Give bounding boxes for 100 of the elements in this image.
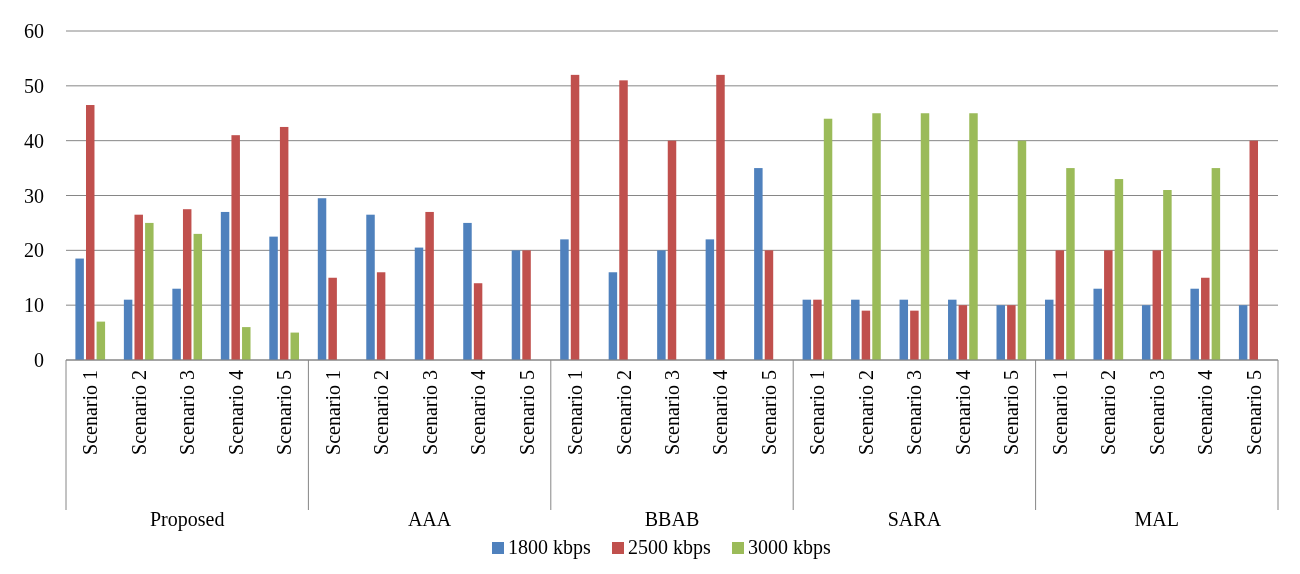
bar: [1249, 140, 1258, 360]
bar: [1017, 140, 1027, 360]
bar: [242, 327, 251, 360]
legend-label: 3000 kbps: [748, 536, 831, 559]
x-tick-label: Scenario 2: [127, 370, 150, 455]
x-tick-label: Scenario 4: [467, 370, 490, 455]
bar: [1055, 250, 1065, 360]
bar: [414, 247, 424, 360]
x-tick-label: Scenario 3: [661, 370, 683, 455]
y-tick-label: 20: [24, 239, 44, 262]
bar: [570, 74, 580, 360]
x-tick-label: Scenario 4: [224, 370, 247, 455]
x-tick-label: Scenario 1: [1048, 370, 1071, 455]
bar: [317, 198, 327, 360]
bar: [172, 288, 181, 360]
bar: [920, 113, 930, 360]
x-tick-label: Scenario 5: [757, 370, 780, 455]
bar: [802, 299, 812, 360]
bar: [1238, 305, 1248, 360]
bar: [969, 113, 978, 360]
bar: [366, 214, 375, 360]
bar: [657, 250, 666, 360]
bar: [861, 310, 871, 360]
bar: [754, 168, 763, 360]
legend-label: 2500 kbps: [628, 536, 711, 559]
bar: [1163, 190, 1172, 360]
bar: [608, 272, 618, 360]
x-tick-label: Scenario 1: [79, 370, 102, 455]
x-tick-label: Scenario 3: [903, 370, 926, 455]
text: AAA: [407, 508, 452, 530]
bar: [619, 80, 628, 360]
x-tick-label: Scenario 1: [321, 370, 344, 455]
bar: [851, 299, 860, 360]
bar: [134, 214, 143, 360]
bar: [958, 305, 968, 360]
bar: [1114, 179, 1124, 360]
bar: [231, 135, 240, 360]
x-tick-label: Scenario 4: [951, 370, 974, 455]
bar: [473, 283, 483, 360]
bar: [96, 321, 106, 360]
bar: [910, 310, 919, 360]
bar: [813, 299, 822, 360]
bar: [1190, 288, 1199, 360]
bar: [716, 74, 725, 360]
x-tick-label: Scenario 4: [709, 370, 732, 455]
bar: [376, 272, 386, 360]
bar: [948, 299, 957, 360]
x-tick-label: Scenario 1: [564, 370, 587, 455]
bar: [328, 277, 337, 360]
y-tick-label: 50: [24, 74, 44, 97]
bar: [522, 250, 531, 360]
y-tick-label: 30: [24, 184, 44, 207]
y-tick-label: 60: [24, 20, 44, 42]
bar: [1211, 168, 1221, 360]
x-tick-label: Scenario 2: [612, 370, 635, 455]
bar: [279, 126, 289, 360]
x-tick-label: Scenario 2: [1097, 370, 1120, 455]
bar: [425, 211, 434, 360]
text: SARA: [887, 508, 942, 530]
x-tick-label: Scenario 5: [515, 370, 538, 455]
x-tick-label: Scenario 4: [1194, 370, 1217, 455]
bar: [511, 250, 521, 360]
y-tick-label: 0: [34, 349, 44, 371]
x-tick-label: Scenario 5: [1242, 370, 1265, 455]
x-tick-label: Scenario 2: [370, 370, 393, 455]
bar: [145, 222, 154, 360]
y-tick-label: 10: [24, 294, 44, 317]
bar: [996, 305, 1005, 360]
bar: [1093, 288, 1102, 360]
y-tick-label: 40: [24, 129, 44, 152]
bar: [1152, 250, 1162, 360]
bar: [220, 211, 230, 360]
x-tick-label: Scenario 3: [176, 370, 199, 455]
bar: [667, 140, 677, 360]
bar: [899, 299, 909, 360]
bar: [86, 105, 95, 360]
x-tick-label: Scenario 5: [273, 370, 296, 455]
legend-label: 1800 kbps: [508, 536, 591, 559]
bar: [764, 250, 774, 360]
bar: [182, 209, 192, 360]
x-tick-label: Scenario 5: [1000, 370, 1023, 455]
bar: [1104, 250, 1113, 360]
bar: [872, 113, 881, 360]
bar: [1201, 277, 1210, 360]
bar: [269, 236, 278, 360]
bar: [193, 233, 203, 360]
bar: [123, 299, 133, 360]
text: Proposed: [149, 508, 225, 531]
bar: [1141, 305, 1151, 360]
bar: [560, 239, 569, 360]
bar: [75, 258, 84, 360]
bar: [1007, 305, 1016, 360]
text: BBAB: [644, 508, 700, 530]
bar: [1066, 168, 1075, 360]
x-tick-label: Scenario 1: [806, 370, 829, 455]
x-tick-label: Scenario 2: [854, 370, 877, 455]
bar: [1044, 299, 1054, 360]
bar: [463, 222, 472, 360]
text: MAL: [1134, 508, 1180, 530]
bar: [705, 239, 715, 360]
